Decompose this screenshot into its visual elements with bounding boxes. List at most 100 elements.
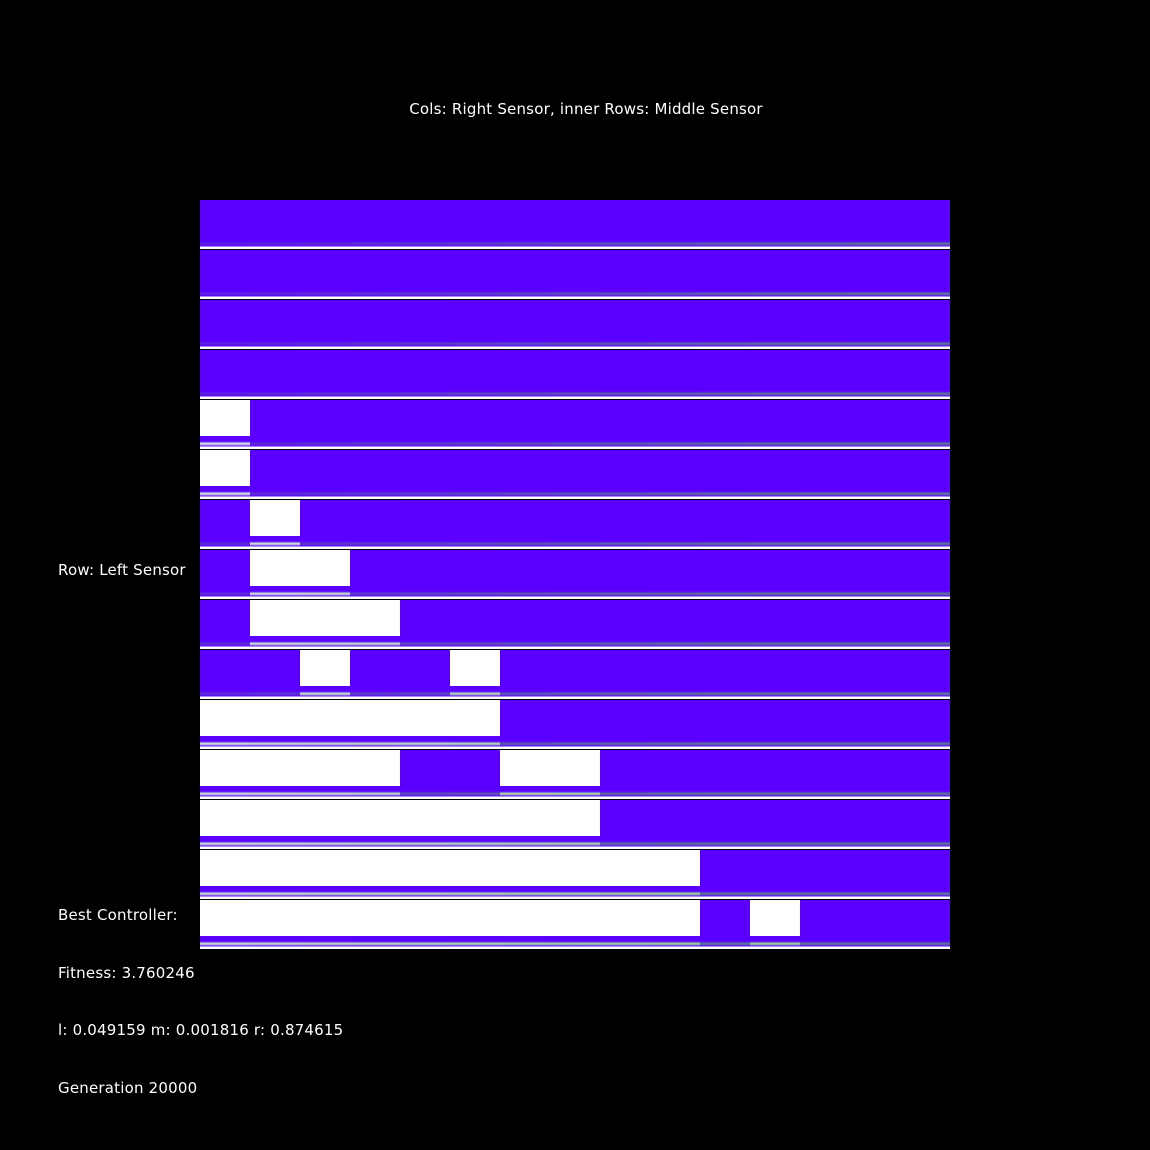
heatmap-cell [850, 400, 900, 450]
row-separator [200, 599, 250, 600]
row-separator [200, 449, 250, 450]
row-separator [250, 399, 300, 400]
heatmap-cell [200, 350, 250, 400]
heatmap-cell [450, 500, 500, 550]
heatmap-cell-band [800, 386, 850, 399]
heatmap-cell-band [250, 686, 300, 699]
row-separator [700, 749, 750, 750]
row-separator [300, 599, 350, 600]
heatmap-cell [400, 300, 450, 350]
row-separator [400, 299, 450, 300]
row-separator [350, 849, 400, 850]
row-separator [800, 499, 850, 500]
row-separator [850, 349, 900, 350]
heatmap-cell-band [200, 786, 250, 799]
heatmap-cell-band [700, 536, 750, 549]
heatmap-cell [300, 450, 350, 500]
heatmap-cell [450, 750, 500, 800]
row-separator [800, 649, 850, 650]
heatmap-cell-band [750, 686, 800, 699]
heatmap-cell [200, 850, 250, 900]
row-separator [450, 449, 500, 450]
heatmap-cell-band [750, 536, 800, 549]
heatmap-cell [900, 850, 950, 900]
heatmap-cell [450, 700, 500, 750]
heatmap-cell [350, 750, 400, 800]
row-separator [600, 399, 650, 400]
generation-readout: Generation 20000 [58, 1079, 198, 1097]
row-separator [450, 499, 500, 500]
row-separator [350, 899, 400, 900]
heatmap-cell [450, 650, 500, 700]
row-separator [800, 849, 850, 850]
controller-heatmap [200, 200, 950, 950]
heatmap-cell [350, 900, 400, 950]
heatmap-cell [900, 400, 950, 450]
heatmap-cell-band [600, 286, 650, 299]
heatmap-cell [750, 900, 800, 950]
row-separator [200, 899, 250, 900]
row-separator [700, 899, 750, 900]
heatmap-cell-band [900, 386, 950, 399]
row-separator [700, 549, 750, 550]
heatmap-cell [900, 200, 950, 250]
heatmap-cell [250, 650, 300, 700]
row-separator [300, 549, 350, 550]
heatmap-cell-band [350, 236, 400, 249]
heatmap-cell-band [500, 686, 550, 699]
row-separator [450, 749, 500, 750]
heatmap-cell-band [500, 636, 550, 649]
row-separator [600, 749, 650, 750]
heatmap-cell-band [850, 536, 900, 549]
heatmap-cell-band [450, 486, 500, 499]
row-separator [750, 799, 800, 800]
heatmap-cell-band [350, 336, 400, 349]
row-separator [750, 599, 800, 600]
heatmap-cell [350, 600, 400, 650]
row-separator [750, 499, 800, 500]
row-separator [850, 399, 900, 400]
row-separator [650, 449, 700, 450]
heatmap-cell-band [350, 486, 400, 499]
heatmap-cell [500, 300, 550, 350]
heatmap-cell [500, 550, 550, 600]
row-separator [200, 499, 250, 500]
row-separator [700, 299, 750, 300]
row-separator [550, 299, 600, 300]
row-separator [200, 349, 250, 350]
heatmap-cell-band [800, 886, 850, 899]
row-separator [550, 799, 600, 800]
heatmap-cell-band [800, 236, 850, 249]
row-separator [450, 349, 500, 350]
heatmap-cell-band [850, 836, 900, 849]
row-separator [600, 699, 650, 700]
heatmap-cell-band [250, 336, 300, 349]
row-separator [250, 349, 300, 350]
heatmap-cell [600, 600, 650, 650]
heatmap-cell-band [500, 436, 550, 449]
heatmap-cell [350, 300, 400, 350]
heatmap-cell-band [350, 836, 400, 849]
row-separator [850, 499, 900, 500]
heatmap-cell [500, 800, 550, 850]
heatmap-cell [450, 400, 500, 450]
row-separator [400, 549, 450, 550]
heatmap-cell-band [700, 836, 750, 849]
heatmap-cell [650, 500, 700, 550]
heatmap-cell [300, 400, 350, 450]
row-separator [400, 599, 450, 600]
heatmap-cell-band [550, 636, 600, 649]
heatmap-cell-band [350, 536, 400, 549]
heatmap-cell-band [200, 286, 250, 299]
heatmap-cell-band [450, 886, 500, 899]
heatmap-cell [400, 750, 450, 800]
heatmap-cell [650, 400, 700, 450]
heatmap-cell [850, 500, 900, 550]
row-separator [350, 599, 400, 600]
row-separator [450, 299, 500, 300]
heatmap-cell-band [800, 586, 850, 599]
heatmap-cell-band [300, 586, 350, 599]
row-separator [400, 449, 450, 450]
row-separator [250, 649, 300, 650]
heatmap-cell-band [200, 936, 250, 949]
